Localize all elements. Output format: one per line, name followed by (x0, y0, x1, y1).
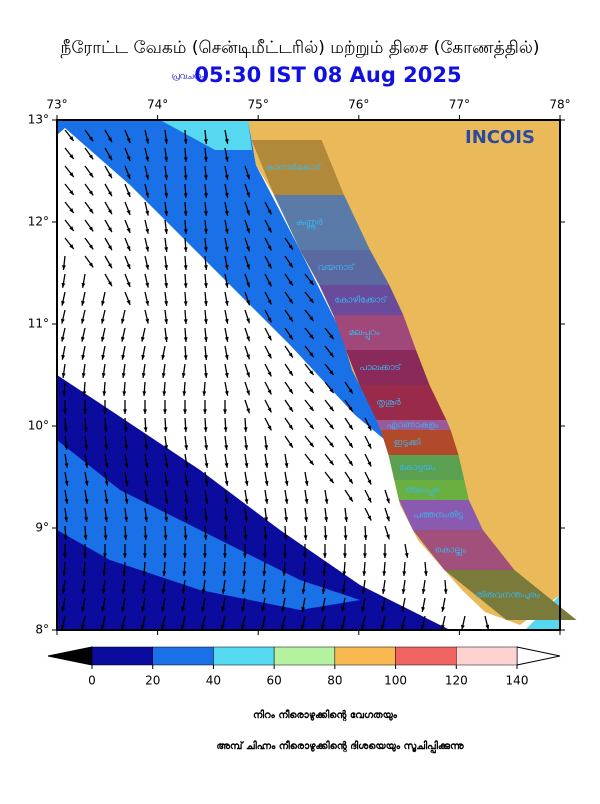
colorbar-tick-label: 120 (445, 674, 468, 688)
district-label: കൊല്ലം (435, 546, 466, 556)
colorbar-swatch (396, 647, 457, 665)
y-tick-label: 10° (28, 419, 49, 433)
colorbar-swatch (274, 647, 335, 665)
district-label: ഇടുക്കി (394, 437, 421, 448)
title: நீரோட்ட வேகம் (சென்டிமீட்டரில்) மற்றும் … (60, 38, 539, 58)
colorbar-swatch (153, 647, 214, 665)
colorbar-swatch (335, 647, 396, 665)
footer-line: നിറം നീരൊഴുക്കിന്റെ വേഗതയും (253, 708, 398, 722)
colorbar-swatch (456, 647, 517, 665)
colorbar-swatch (92, 647, 153, 665)
logo: INCOIS (465, 127, 535, 148)
footer-line: അമ്പ് ചിഹ്നം നീരൊഴുക്കിന്റെ ദിശയെയും സൂച… (216, 739, 464, 753)
colorbar-under (48, 647, 92, 665)
y-tick-label: 13° (28, 113, 49, 127)
x-tick-label: 75° (248, 98, 269, 112)
x-tick-label: 74° (147, 98, 168, 112)
colorbar-over (517, 647, 560, 665)
colorbar-tick-label: 20 (145, 674, 160, 688)
colorbar-tick-label: 140 (506, 674, 529, 688)
district-label: കാസർകോട് (266, 162, 322, 173)
district-label: കോട്ടയം (399, 463, 435, 473)
colorbar-tick-label: 100 (384, 674, 407, 688)
forecast-time: 05:30 IST 08 Aug 2025 (194, 63, 461, 87)
district-label: എറണാകുളം (387, 421, 439, 431)
colorbar-tick-label: 40 (206, 674, 221, 688)
y-tick-label: 12° (28, 215, 49, 229)
colorbar: 0 20 40 60 80 100 120 140 (48, 647, 560, 688)
map: കാസർകോട്കണ്ണൂർവയനാട്കോഴിക്കോട്മലപ്പുറംപാ… (28, 98, 577, 637)
district-label: പത്തനംതിട്ട (413, 510, 463, 521)
district-label: തിരുവനന്തപുരം (475, 590, 540, 601)
colorbar-swatch (213, 647, 274, 665)
x-tick-label: 76° (348, 98, 369, 112)
district-label: കോഴിക്കോട് (335, 295, 388, 306)
colorbar-tick-label: 80 (327, 674, 342, 688)
x-tick-label: 78° (549, 98, 570, 112)
district-label: തൃശൂർ (376, 398, 401, 408)
colorbar-tick-label: 60 (267, 674, 282, 688)
district-label: വയനാട് (318, 262, 355, 273)
x-tick-label: 77° (449, 98, 470, 112)
x-tick-label: 73° (46, 98, 67, 112)
district-label: പാലക്കാട് (359, 362, 402, 373)
y-tick-label: 9° (35, 521, 49, 535)
colorbar-tick-label: 0 (88, 674, 96, 688)
y-tick-label: 8° (35, 623, 49, 637)
y-tick-label: 11° (28, 317, 49, 331)
